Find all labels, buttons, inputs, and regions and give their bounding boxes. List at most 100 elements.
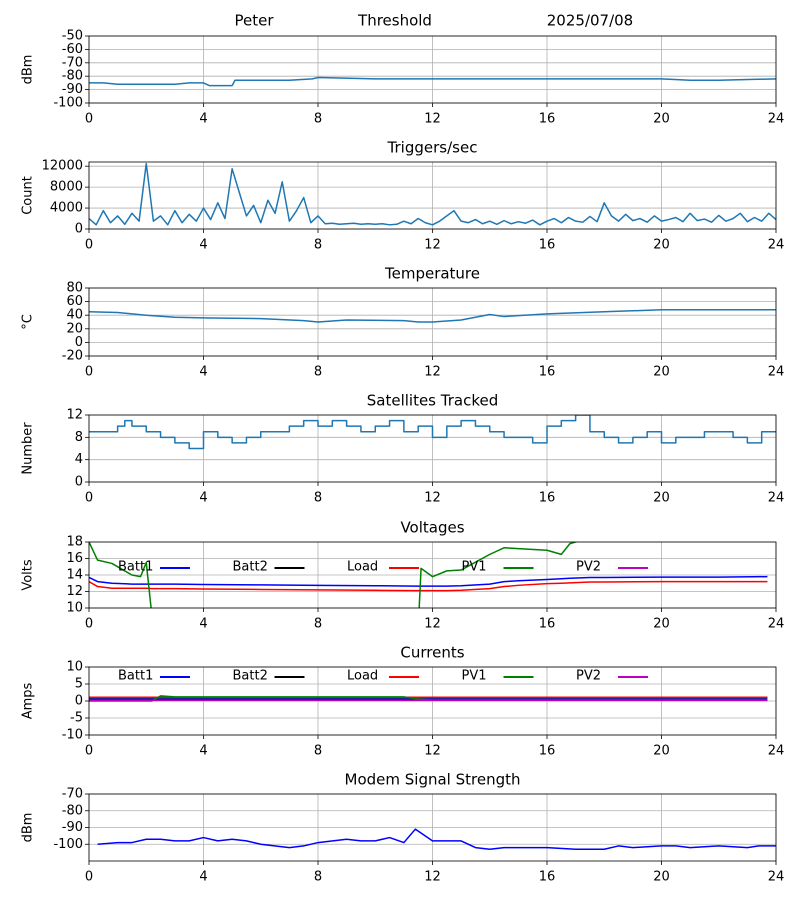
x-tick-label: 8: [314, 491, 322, 506]
plot-area: [89, 415, 776, 450]
x-tick-label: 20: [653, 744, 670, 759]
y-tick-label: 14: [66, 568, 83, 583]
x-tick-label: 4: [199, 112, 207, 127]
panel: Triggers/sec Count 0 4 8 12 16 20 24 0 4000 8000 120…: [21, 139, 785, 253]
axes-frame: [88, 35, 777, 104]
plot-area: [89, 309, 776, 323]
y-axis-label: °C: [21, 314, 36, 330]
plot-area: [89, 76, 776, 87]
x-tick-label: 24: [768, 238, 785, 253]
chart-title: Satellites Tracked: [367, 392, 498, 410]
x-tick-label: 0: [85, 238, 93, 253]
x-tick-label: 20: [653, 617, 670, 632]
x-tick-label: 8: [314, 365, 322, 380]
y-tick-label: -20: [62, 349, 83, 364]
y-tick-label: 40: [66, 308, 83, 323]
legend-label: PV2: [576, 669, 601, 684]
y-tick-label: 0: [75, 335, 83, 350]
y-tick-label: 12: [66, 408, 83, 423]
y-tick-label: -10: [62, 728, 83, 743]
data-line: [89, 162, 776, 226]
x-tick-label: 12: [424, 112, 441, 127]
y-tick-label: -100: [53, 96, 83, 111]
chart-title-left: Peter: [234, 12, 274, 30]
y-axis-label: Amps: [21, 682, 36, 719]
panel: Currents Amps 0 4 8 12 16 20 24 -10 -5 0 5 10 Batt1 Bat…: [21, 644, 785, 759]
x-tick-label: 0: [85, 870, 93, 885]
y-tick-label: 8: [75, 430, 83, 445]
y-tick-label: 10: [66, 660, 83, 675]
panel: Modem Signal Strength dBm 0 4 8 12 16 20 24 -70-8…: [21, 771, 785, 885]
y-tick-label: 5: [75, 677, 83, 692]
x-tick-label: 16: [539, 365, 556, 380]
plot-area: [97, 828, 776, 851]
legend-label: PV1: [462, 669, 487, 684]
x-tick-label: 12: [424, 870, 441, 885]
y-tick-label: 4: [75, 452, 83, 467]
x-tick-label: 20: [653, 112, 670, 127]
y-tick-label: -90: [62, 820, 83, 835]
legend-label: Load: [347, 669, 378, 684]
y-tick-label: -100: [53, 837, 83, 852]
x-tick-label: 12: [424, 744, 441, 759]
chart-title: Triggers/sec: [387, 139, 478, 157]
y-axis-label: dBm: [21, 813, 36, 843]
x-tick-label: 12: [424, 365, 441, 380]
data-line: [89, 309, 776, 323]
x-tick-label: 4: [199, 365, 207, 380]
x-tick-label: 20: [653, 238, 670, 253]
x-tick-label: 16: [539, 617, 556, 632]
y-tick-label: 16: [66, 551, 83, 566]
x-tick-label: 4: [199, 491, 207, 506]
legend-label: Batt1: [118, 669, 153, 684]
x-tick-label: 24: [768, 617, 785, 632]
y-tick-label: 12000: [42, 159, 83, 174]
y-tick-label: 0: [75, 222, 83, 237]
x-tick-label: 24: [768, 744, 785, 759]
plot-area: [89, 695, 768, 702]
y-tick-label: -70: [62, 787, 83, 802]
x-tick-label: 0: [85, 744, 93, 759]
x-tick-label: 8: [314, 870, 322, 885]
x-tick-label: 12: [424, 238, 441, 253]
y-tick-label: -50: [62, 29, 83, 44]
x-tick-label: 8: [314, 744, 322, 759]
x-tick-label: 4: [199, 617, 207, 632]
x-tick-label: 0: [85, 491, 93, 506]
data-line: [89, 415, 776, 450]
y-tick-label: -90: [62, 82, 83, 97]
x-tick-label: 16: [539, 744, 556, 759]
x-tick-label: 12: [424, 491, 441, 506]
y-tick-label: -60: [62, 42, 83, 57]
x-tick-label: 4: [199, 238, 207, 253]
data-line: [89, 76, 776, 87]
x-tick-label: 20: [653, 491, 670, 506]
y-tick-label: -5: [70, 711, 83, 726]
y-tick-label: 18: [66, 535, 83, 550]
x-tick-label: 0: [85, 365, 93, 380]
x-tick-label: 24: [768, 112, 785, 127]
legend-label: PV2: [576, 560, 601, 575]
x-tick-label: 20: [653, 365, 670, 380]
y-tick-label: 60: [66, 294, 83, 309]
axes-frame: [88, 414, 777, 483]
legend-label: Batt2: [233, 560, 268, 575]
axes-frame: [88, 541, 777, 609]
y-axis-label: Number: [21, 422, 36, 475]
x-tick-label: 8: [314, 112, 322, 127]
axes-frame: [88, 793, 777, 862]
y-tick-label: 0: [75, 694, 83, 709]
x-tick-label: 12: [424, 617, 441, 632]
legend-label: Batt1: [118, 560, 153, 575]
x-tick-label: 20: [653, 870, 670, 885]
x-tick-label: 16: [539, 238, 556, 253]
x-tick-label: 4: [199, 744, 207, 759]
axes-frame: [88, 287, 777, 357]
panel: Satellites Tracked Number 0 4 8 12 16 20 24 0 4 8 12: [21, 392, 785, 506]
x-tick-label: 4: [199, 870, 207, 885]
chart-title: Modem Signal Strength: [345, 771, 521, 789]
axes-frame: [88, 666, 777, 736]
x-tick-label: 0: [85, 112, 93, 127]
